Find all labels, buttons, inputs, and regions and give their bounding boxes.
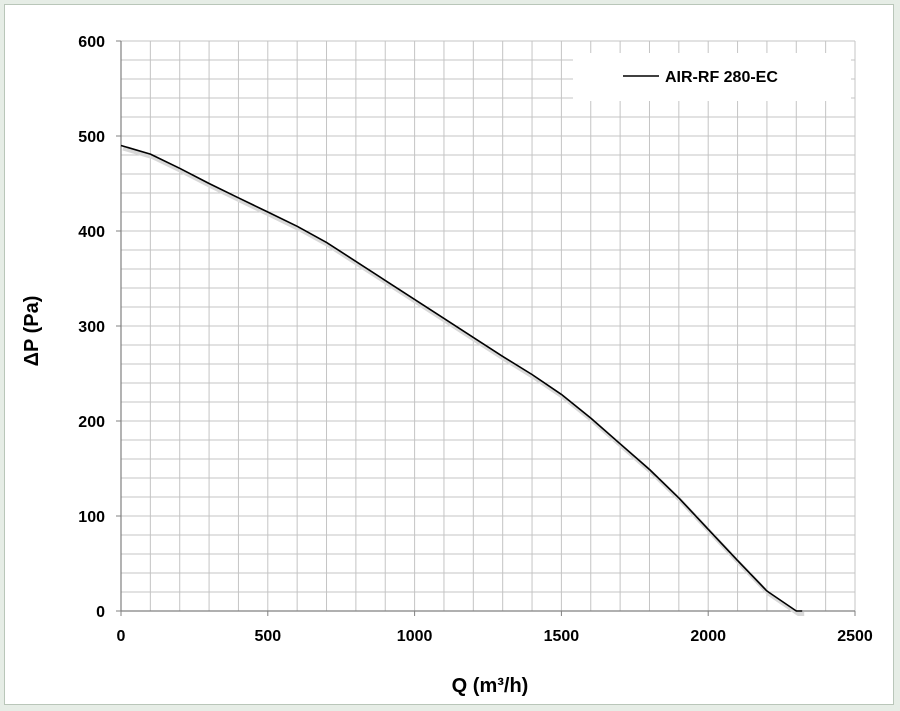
legend-box (573, 53, 851, 101)
series-layer (120, 144, 805, 616)
x-tick-label: 2500 (837, 628, 873, 645)
y-axis-title: ΔP (Pa) (21, 296, 43, 367)
legend: AIR-RF 280-EC (573, 53, 851, 101)
gridlines (121, 40, 856, 611)
y-tick-label: 400 (78, 224, 105, 241)
y-tick-label: 600 (78, 34, 105, 51)
chart-frame: 0 500 1000 1500 2000 2500 0 100 200 300 400 500 600 … (4, 4, 894, 705)
x-tick-label: 0 (117, 628, 126, 645)
y-tick-label: 0 (96, 604, 105, 621)
axes (116, 40, 856, 616)
x-tick-label: 1000 (397, 628, 433, 645)
y-tick-label: 300 (78, 319, 105, 336)
tick-labels: 0 500 1000 1500 2000 2500 0 100 200 300 400 500 600 (78, 34, 873, 645)
y-tick-label: 100 (78, 509, 105, 526)
x-axis-title: Q (m³/h) (452, 675, 529, 697)
y-tick-label: 200 (78, 414, 105, 431)
series-line-0 (120, 144, 803, 612)
y-tick-label: 500 (78, 129, 105, 146)
x-tick-label: 2000 (690, 628, 726, 645)
x-tick-label: 500 (254, 628, 281, 645)
legend-label: AIR-RF 280-EC (665, 69, 778, 86)
line-chart: 0 500 1000 1500 2000 25000100200300400500600 … (21, 34, 873, 697)
series-line-shadow (122, 146, 805, 616)
x-tick-label: 1500 (544, 628, 580, 645)
